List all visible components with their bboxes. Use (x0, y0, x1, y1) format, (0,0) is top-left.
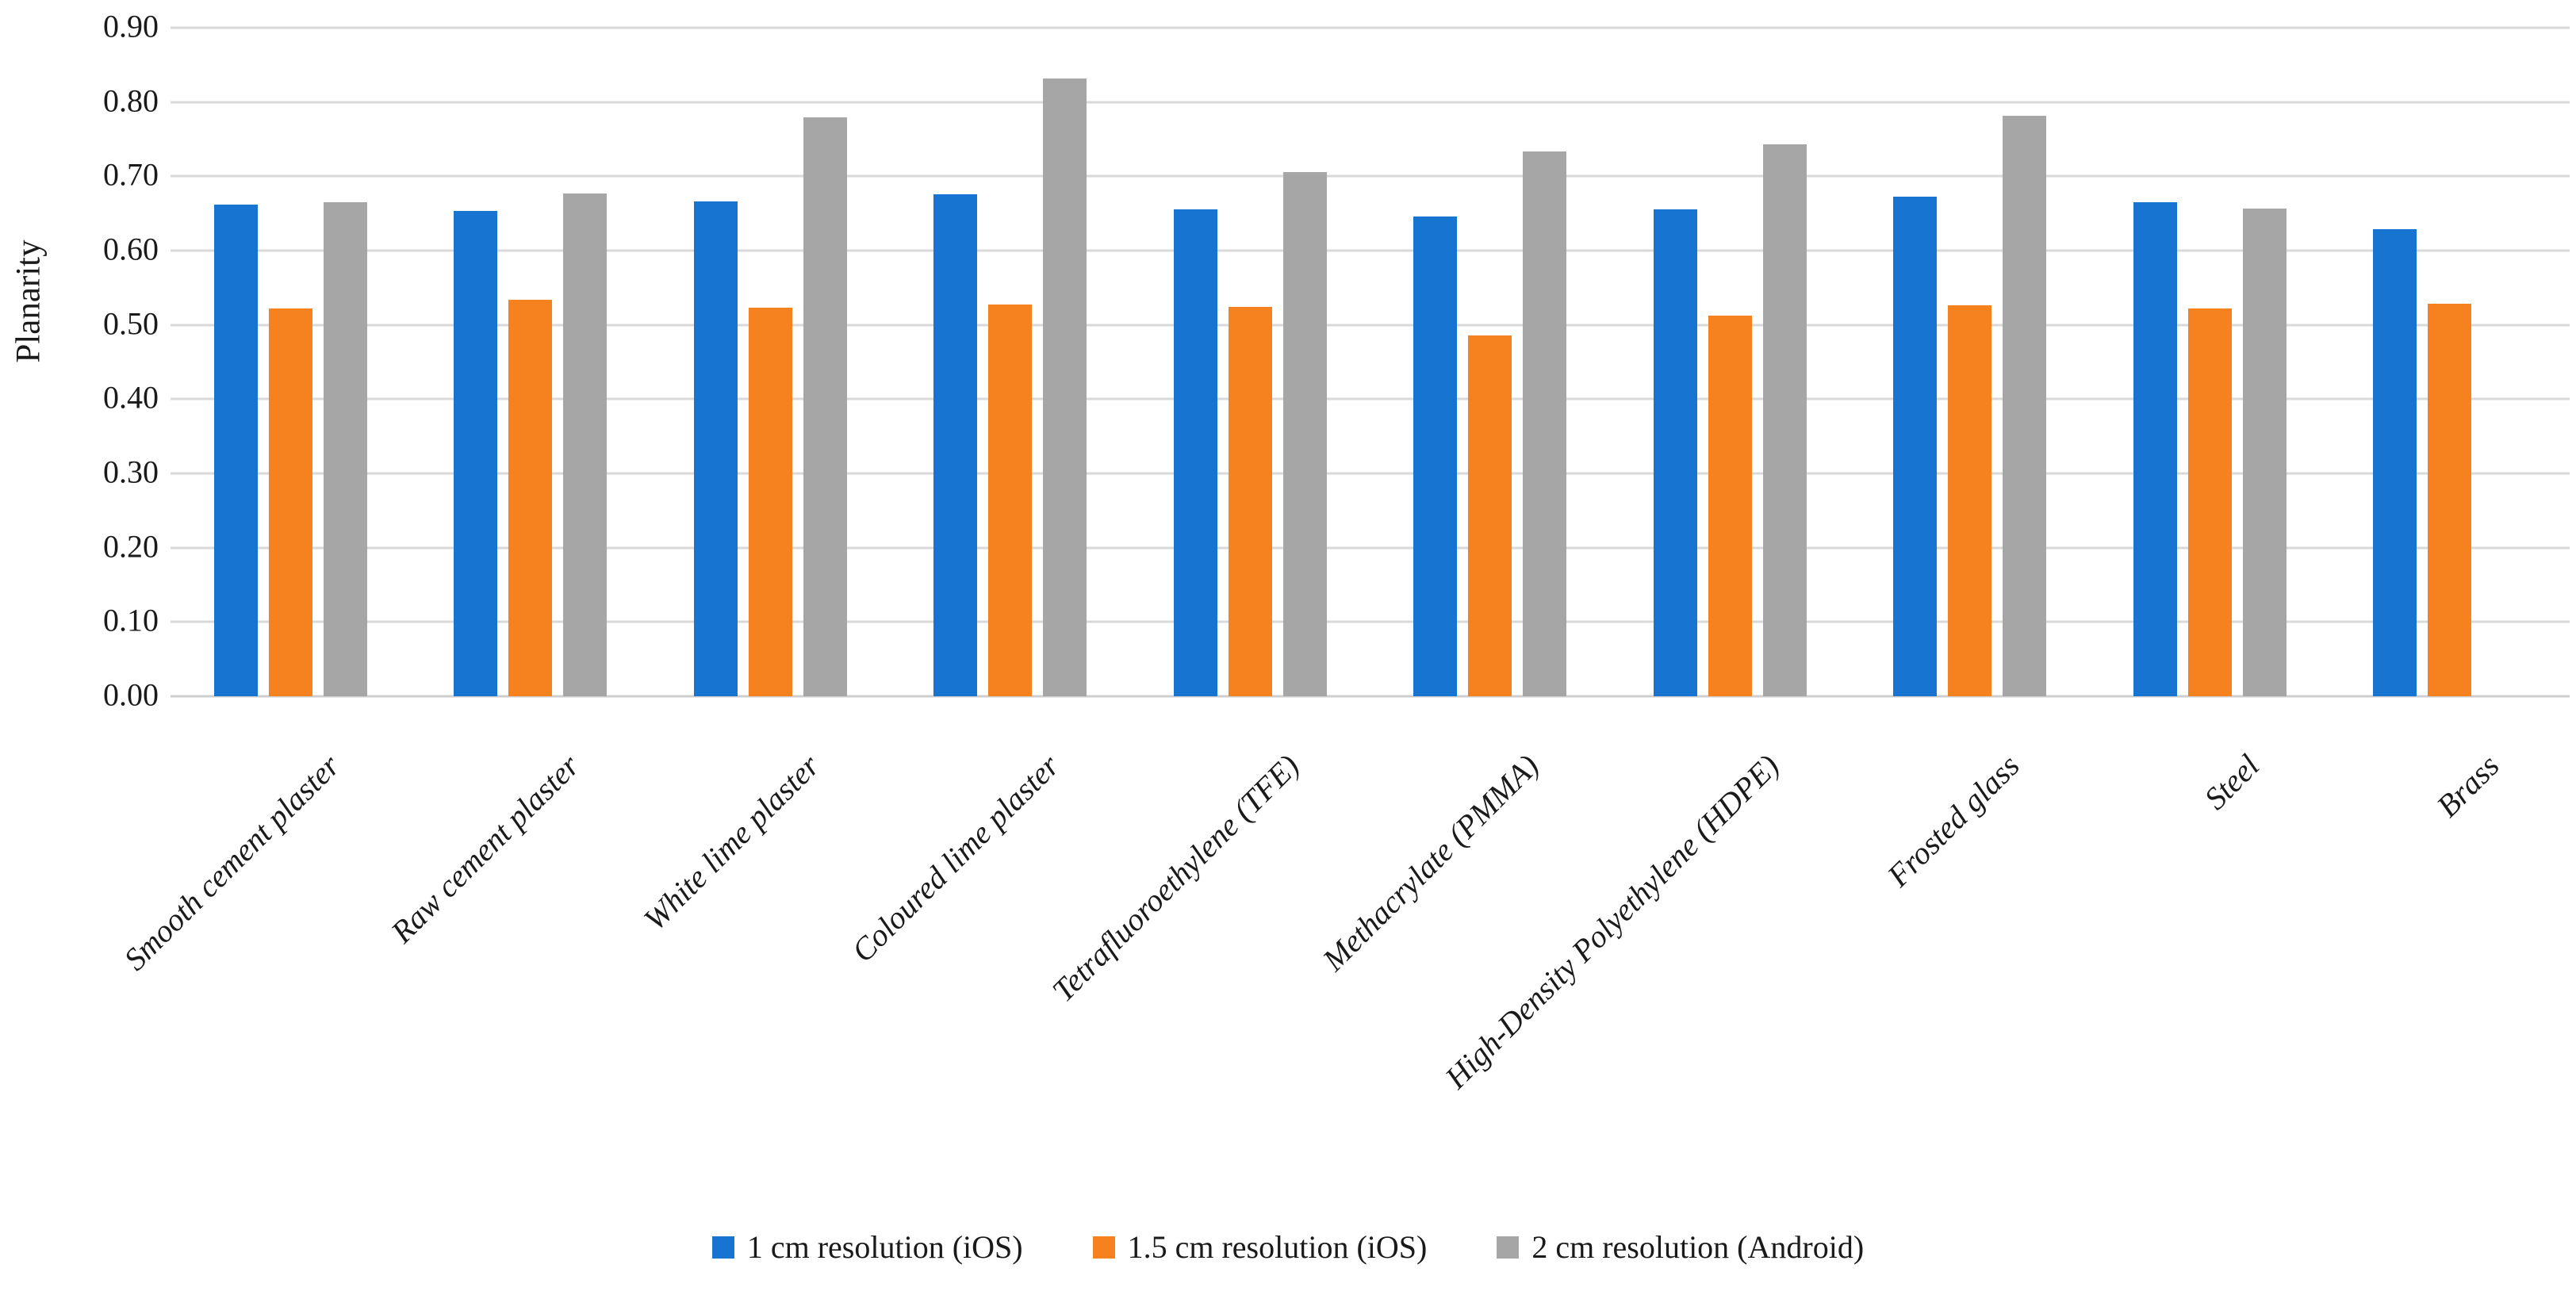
bar-s2-0 (268, 308, 312, 696)
y-tick-label-0.80: 0.80 (103, 82, 159, 119)
bar-group-3 (891, 28, 1131, 696)
y-tick-label-0.10: 0.10 (103, 602, 159, 638)
bar-s3-7 (2003, 116, 2047, 696)
bar-s1-3 (933, 193, 978, 696)
y-tick-label-0.00: 0.00 (103, 676, 159, 713)
bar-s2-9 (2428, 303, 2472, 696)
bar-s2-2 (748, 308, 792, 696)
legend-label: 1 cm resolution (iOS) (746, 1229, 1023, 1265)
legend-swatch-blue-icon (711, 1236, 734, 1259)
gridline-0.80 (171, 101, 2570, 104)
bar-group-1 (411, 28, 651, 696)
bar-group-0 (171, 28, 411, 696)
bar-s1-4 (1173, 209, 1217, 696)
bar-s1-1 (454, 211, 498, 696)
bar-s3-0 (323, 202, 367, 696)
bar-s2-3 (988, 305, 1033, 696)
x-category-label-3: Coloured lime plaster (845, 747, 1067, 969)
x-category-label-5: Methacrylate (PMMA) (1316, 747, 1547, 978)
bar-s2-4 (1228, 307, 1272, 696)
bar-s1-2 (693, 201, 738, 696)
x-category-label-8: Steel (2196, 747, 2266, 817)
bar-s1-6 (1653, 209, 1697, 696)
bar-group-2 (650, 28, 891, 696)
legend-label: 1.5 cm resolution (iOS) (1127, 1229, 1428, 1265)
bar-s2-5 (1468, 335, 1512, 696)
legend-item-1cm-ios: 1 cm resolution (iOS) (711, 1228, 1023, 1266)
y-tick-label-0.60: 0.60 (103, 231, 159, 267)
legend-label: 2 cm resolution (Android) (1531, 1229, 1865, 1265)
x-category-label-7: Frosted glass (1880, 747, 2026, 894)
gridline-0.40 (171, 397, 2570, 400)
gridline-0.90 (171, 26, 2570, 29)
x-category-label-2: White lime plaster (636, 747, 826, 937)
y-tick-label-0.30: 0.30 (103, 454, 159, 490)
bar-s1-9 (2373, 228, 2417, 696)
legend: 1 cm resolution (iOS) 1.5 cm resolution … (0, 1228, 2576, 1266)
gridline-0.00 (171, 695, 2570, 698)
bar-group-4 (1130, 28, 1370, 696)
gridline-0.70 (171, 174, 2570, 178)
x-category-label-1: Raw cement plaster (384, 747, 587, 950)
legend-item-2cm-android: 2 cm resolution (Android) (1497, 1228, 1864, 1266)
legend-item-1-5cm-ios: 1.5 cm resolution (iOS) (1092, 1228, 1428, 1266)
x-category-label-4: Tetrafluoroethylene (TFE) (1045, 747, 1306, 1009)
bar-group-8 (2090, 28, 2330, 696)
bar-s3-4 (1282, 171, 1327, 696)
bar-group-7 (1850, 28, 2091, 696)
bar-s3-8 (2242, 208, 2287, 696)
y-tick-label-0.40: 0.40 (103, 379, 159, 416)
gridline-0.50 (171, 324, 2570, 327)
bar-s2-7 (1948, 305, 1992, 696)
bar-s3-2 (803, 117, 847, 696)
legend-swatch-orange-icon (1092, 1236, 1115, 1259)
bar-s1-7 (1893, 196, 1938, 696)
y-tick-label-0.20: 0.20 (103, 528, 159, 565)
bar-group-5 (1370, 28, 1611, 696)
bar-s2-8 (2187, 308, 2232, 696)
gridline-0.30 (171, 472, 2570, 475)
bar-s3-6 (1762, 144, 1807, 696)
bar-s1-0 (213, 204, 258, 696)
bar-s2-1 (508, 299, 553, 696)
bar-group-9 (2330, 28, 2570, 696)
x-category-label-0: Smooth cement plaster (117, 747, 347, 978)
gridline-0.10 (171, 620, 2570, 623)
legend-swatch-gray-icon (1497, 1236, 1520, 1259)
bar-group-6 (1610, 28, 1850, 696)
bar-s3-1 (563, 193, 608, 696)
bar-s1-5 (1413, 216, 1458, 696)
bar-s1-8 (2133, 202, 2177, 696)
y-tick-label-0.90: 0.90 (103, 8, 159, 44)
bar-groups (171, 28, 2570, 696)
gridline-0.20 (171, 546, 2570, 550)
gridline-0.60 (171, 249, 2570, 252)
y-tick-label-0.50: 0.50 (103, 305, 159, 342)
x-category-label-9: Brass (2429, 747, 2506, 824)
y-tick-label-0.70: 0.70 (103, 156, 159, 193)
plot-area (171, 26, 2570, 698)
bar-s2-6 (1708, 315, 1752, 696)
bar-s3-3 (1043, 78, 1087, 696)
bar-s3-5 (1523, 151, 1567, 696)
